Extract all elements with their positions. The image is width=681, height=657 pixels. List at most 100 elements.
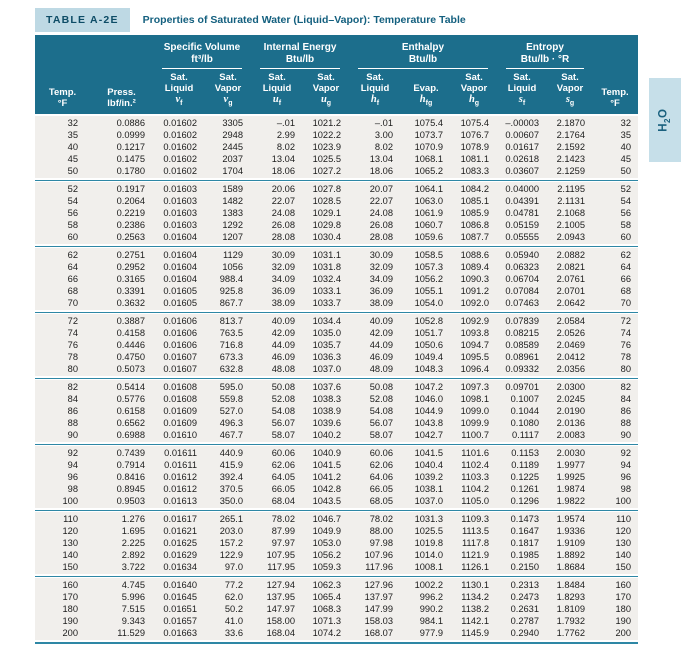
table-cell: 0.01603 [163, 207, 197, 218]
table-cell: 1105.0 [461, 495, 489, 506]
col-header-h-f: Sat. Liquid hf [360, 72, 390, 107]
table-cell: 97.98 [369, 537, 393, 548]
table-cell: 0.01612 [163, 483, 197, 494]
table-cell: 1038.1 [414, 483, 443, 494]
table-cell: 0.01645 [163, 591, 197, 602]
table-cell: 595.0 [219, 381, 243, 392]
table-cell: 1130.1 [461, 579, 489, 590]
group-separator [35, 179, 638, 181]
table-cell: 2.1195 [557, 183, 585, 194]
table-cell: 996.2 [419, 591, 443, 602]
table-row: 100 0.9503 0.01613 350.0 68.04 1043.5 68.05 103… [35, 495, 638, 507]
table-cell: 1061.9 [414, 207, 443, 218]
table-cell: 1058.5 [414, 249, 443, 260]
table-cell: 0.01603 [163, 183, 197, 194]
table-cell: 87.99 [271, 525, 295, 536]
table-cell: 990.2 [419, 603, 443, 614]
table-cell: 0.6562 [116, 417, 145, 428]
table-cell: 92 [67, 447, 78, 458]
table-cell: 2948 [222, 129, 243, 140]
table-cell: 2.99 [276, 129, 295, 140]
table-row: 45 0.1475 0.01602 2037 13.04 1025.5 13.04 1068.… [35, 153, 638, 165]
table-cell: 0.01609 [163, 417, 197, 428]
table-cell: 2.1068 [556, 207, 585, 218]
table-cell: 2.0761 [556, 273, 585, 284]
table-cell: 1039.6 [312, 417, 341, 428]
table-cell: 58.07 [369, 429, 393, 440]
table-cell: 1030.4 [312, 231, 341, 242]
col-header-v-g: Sat. Vapor vg [214, 72, 242, 107]
table-cell: 0.1647 [510, 525, 539, 536]
table-cell: 100 [615, 495, 631, 506]
table-cell: 1042.7 [414, 429, 443, 440]
table-cell: 1.7762 [556, 627, 585, 638]
table-cell: 107.95 [266, 549, 295, 560]
table-cell: 0.01610 [163, 429, 197, 440]
table-cell: 110 [616, 513, 631, 524]
table-cell: 35 [620, 129, 631, 140]
table-cell: 1040.4 [414, 459, 443, 470]
table-cell: 0.1817 [510, 537, 539, 548]
table-cell: 1589 [222, 183, 243, 194]
table-cell: 1043.5 [312, 495, 341, 506]
table-cell: 78.02 [271, 513, 295, 524]
table-cell: 137.97 [364, 591, 393, 602]
table-cell: 40.09 [271, 315, 295, 326]
table-cell: 0.01625 [163, 537, 197, 548]
row-group: 82 0.5414 0.01608 595.0 50.08 1037.6 50.08 1047… [35, 379, 638, 442]
table-cell: 0.01611 [164, 447, 197, 458]
row-group: 62 0.2751 0.01604 1129 30.09 1031.1 30.09 1058.… [35, 247, 638, 310]
table-cell: 0.0999 [116, 129, 145, 140]
table-cell: 1.8684 [556, 561, 585, 572]
table-cell: 60.06 [369, 447, 393, 458]
table-cell: 170 [615, 591, 631, 602]
page-title: Properties of Saturated Water (Liquid–Va… [142, 14, 466, 26]
table-cell: 1054.0 [414, 297, 443, 308]
table-cell: 1059.3 [312, 561, 341, 572]
table-cell: 1.9109 [556, 537, 585, 548]
table-cell: 0.2787 [510, 615, 539, 626]
table-cell: 988.4 [219, 273, 243, 284]
table-cell: 1089.4 [460, 261, 489, 272]
table-cell: 1022.2 [312, 129, 341, 140]
table-cell: 559.8 [219, 393, 243, 404]
table-row: 84 0.5776 0.01608 559.8 52.08 1038.3 52.08 1046… [35, 393, 638, 405]
row-group: 52 0.1917 0.01603 1589 20.06 1027.8 20.07 1064.… [35, 181, 638, 244]
table-cell: 1075.4 [414, 117, 443, 128]
table-cell: 1046.0 [414, 393, 443, 404]
table-cell: 1065.2 [414, 165, 443, 176]
table-cell: 1037.6 [312, 381, 341, 392]
table-cell: 180 [62, 603, 78, 614]
table-cell: 1037.0 [414, 495, 443, 506]
table-cell: 52 [67, 183, 78, 194]
table-cell: 1031.8 [312, 261, 341, 272]
table-cell: 0.04000 [505, 183, 539, 194]
table-row: 150 3.722 0.01634 97.0 117.95 1059.3 117.96 100… [35, 561, 638, 573]
table-cell: 56.07 [271, 417, 295, 428]
table-cell: 0.09332 [505, 363, 539, 374]
table-cell: 0.03607 [505, 165, 539, 176]
table-row: 35 0.0999 0.01602 2948 2.99 1022.2 3.00 1073.7 1… [35, 129, 638, 141]
table-cell: 1035.0 [312, 327, 341, 338]
col-header-h-g: Sat. Vapor hg [460, 72, 488, 107]
table-cell: 0.02618 [505, 153, 539, 164]
table-cell: 1113.5 [461, 525, 489, 536]
table-cell: 48.09 [369, 363, 393, 374]
table-cell: 1.8109 [556, 603, 585, 614]
table-cell: 1025.5 [312, 153, 341, 164]
table-cell: 0.04781 [505, 207, 539, 218]
table-cell: 2.0190 [556, 405, 585, 416]
table-cell: 1292 [222, 219, 243, 230]
table-cell: 50 [620, 165, 631, 176]
table-cell: 1095.5 [460, 351, 489, 362]
table-cell: 0.08961 [505, 351, 539, 362]
table-cell: 2.0469 [556, 339, 585, 350]
table-cell: 0.3165 [116, 273, 145, 284]
table-cell: 200 [615, 627, 631, 638]
table-cell: 984.1 [419, 615, 443, 626]
table-cell: 2.1592 [556, 141, 585, 152]
col-header-press: Press. lbf/in.² [107, 86, 136, 109]
table-cell: 0.2150 [510, 561, 539, 572]
table-cell: 1101.6 [461, 447, 489, 458]
table-cell: 68.04 [271, 495, 295, 506]
